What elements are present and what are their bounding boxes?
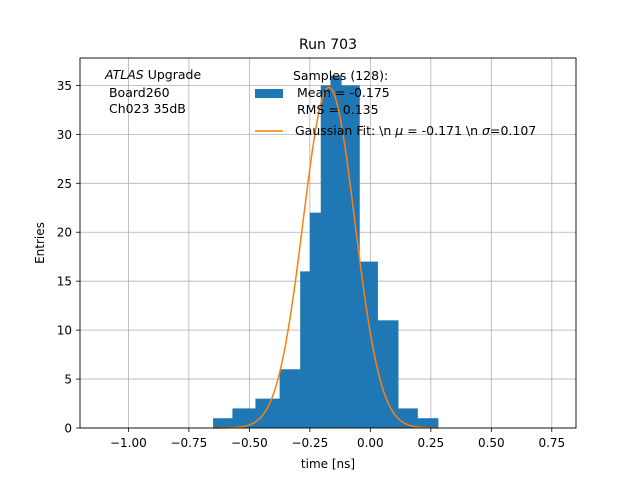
atlas-annotation: ATLAS Upgrade Board260 Ch023 35dB xyxy=(104,67,201,116)
y-tick-label-5: 25 xyxy=(57,177,72,191)
histogram-bar-18 xyxy=(398,408,409,428)
histogram-bar-9 xyxy=(309,212,322,428)
annotation-line-2: Board260 xyxy=(105,85,170,100)
y-tick-label-7: 35 xyxy=(57,79,72,93)
x-axis-ticks: −1.00 −0.75 −0.50 −0.25 0.00 0.25 0.50 0.75 xyxy=(110,428,565,450)
histogram-bar-11 xyxy=(330,75,342,428)
legend: Samples (128): Mean = -0.175 RMS = 0.135… xyxy=(255,68,536,138)
histogram-bar-14 xyxy=(359,261,369,428)
x-axis-label: time [ns] xyxy=(301,457,355,471)
plot-frame xyxy=(79,57,577,429)
histogram-bar-5 xyxy=(271,398,280,428)
x-tick-label-6: 0.50 xyxy=(478,436,505,450)
legend-histogram-swatch xyxy=(255,89,283,98)
legend-histogram-line-3: RMS = 0.135 xyxy=(293,102,379,117)
histogram-bar-16 xyxy=(377,320,389,428)
histogram-bar-13 xyxy=(348,85,360,428)
histogram-bar-17 xyxy=(388,320,399,428)
legend-fit-label: Gaussian Fit: \n μ = -0.171 \n σ=0.107 xyxy=(295,123,536,138)
y-axis-label: Entries xyxy=(33,222,47,264)
x-tick-label-4: 0.00 xyxy=(357,436,384,450)
histogram-bar-10 xyxy=(320,85,331,428)
histogram-bar-2 xyxy=(232,408,248,428)
histogram-bar-12 xyxy=(341,85,349,428)
legend-histogram-line-2: Mean = -0.175 xyxy=(293,85,390,100)
x-tick-label-1: −0.75 xyxy=(170,436,207,450)
x-tick-label-5: 0.25 xyxy=(417,436,444,450)
histogram-bar-20 xyxy=(417,418,429,428)
histogram-bar-19 xyxy=(407,408,418,428)
y-axis-ticks: 0 5 10 15 20 25 30 35 xyxy=(57,79,80,436)
x-tick-label-2: −0.50 xyxy=(231,436,268,450)
legend-histogram-line-1: Samples (128): xyxy=(293,68,388,83)
y-tick-label-6: 30 xyxy=(57,128,72,142)
x-tick-label-3: −0.25 xyxy=(291,436,328,450)
annotation-line-1: ATLAS Upgrade xyxy=(104,67,201,82)
annotation-line-3: Ch023 35dB xyxy=(105,101,186,116)
gaussian-fit-line xyxy=(213,86,439,429)
histogram-bar-8 xyxy=(300,271,311,428)
y-tick-label-3: 15 xyxy=(57,275,72,289)
annotation-atlas: ATLAS xyxy=(104,67,144,82)
chart-title: Run 703 xyxy=(299,37,357,53)
y-tick-label-4: 20 xyxy=(57,226,72,240)
histogram-bar-0 xyxy=(213,418,226,428)
annotation-upgrade: Upgrade xyxy=(144,67,202,82)
histogram-bar-3 xyxy=(246,408,256,428)
histogram-bar-7 xyxy=(290,369,301,428)
y-tick-label-2: 10 xyxy=(57,324,72,338)
y-tick-label-0: 0 xyxy=(64,422,72,436)
x-tick-label-0: −1.00 xyxy=(110,436,147,450)
histogram-bar-21 xyxy=(428,418,439,428)
histogram-bar-6 xyxy=(279,369,291,428)
histogram-bar-1 xyxy=(225,418,233,428)
x-tick-label-7: 0.75 xyxy=(538,436,565,450)
y-tick-label-1: 5 xyxy=(64,373,72,387)
